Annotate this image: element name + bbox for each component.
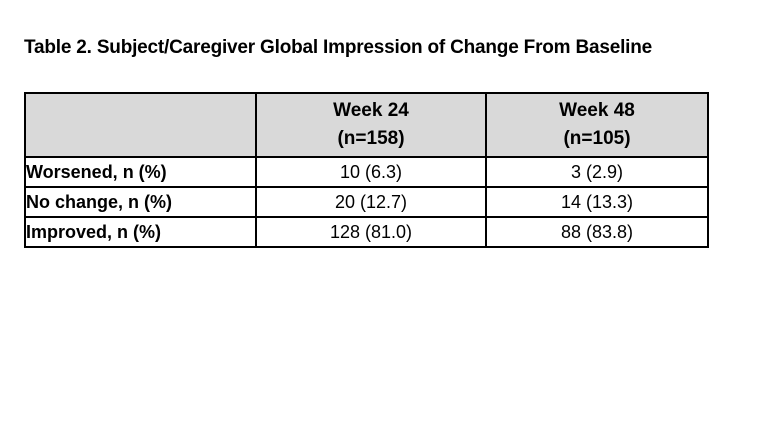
worsened-week24-value: 10 (6.3) bbox=[255, 156, 487, 188]
row-label-no-change: No change, n (%) bbox=[24, 186, 257, 218]
table-row-improved: Improved, n (%) 128 (81.0) 88 (83.8) bbox=[24, 216, 709, 248]
table-header-row: Week 24 (n=158) Week 48 (n=105) bbox=[24, 92, 709, 158]
worsened-week48-value: 3 (2.9) bbox=[485, 156, 709, 188]
no-change-week24-value: 20 (12.7) bbox=[255, 186, 487, 218]
table-row-worsened: Worsened, n (%) 10 (6.3) 3 (2.9) bbox=[24, 156, 709, 188]
improved-week24-value: 128 (81.0) bbox=[255, 216, 487, 248]
header-corner-cell bbox=[24, 92, 257, 158]
header-week48-label: Week 48 bbox=[559, 100, 635, 121]
header-week24-sublabel: (n=158) bbox=[337, 128, 405, 149]
no-change-week48-value: 14 (13.3) bbox=[485, 186, 709, 218]
header-week48-sublabel: (n=105) bbox=[563, 128, 631, 149]
table-row-no-change: No change, n (%) 20 (12.7) 14 (13.3) bbox=[24, 186, 709, 218]
row-label-worsened: Worsened, n (%) bbox=[24, 156, 257, 188]
header-week24-cell: Week 24 (n=158) bbox=[255, 92, 487, 158]
header-week48-cell: Week 48 (n=105) bbox=[485, 92, 709, 158]
impression-of-change-table: Week 24 (n=158) Week 48 (n=105) Worsened… bbox=[24, 92, 709, 248]
improved-week48-value: 88 (83.8) bbox=[485, 216, 709, 248]
row-label-improved: Improved, n (%) bbox=[24, 216, 257, 248]
header-week24-label: Week 24 bbox=[333, 100, 409, 121]
table-title: Table 2. Subject/Caregiver Global Impres… bbox=[24, 37, 652, 58]
